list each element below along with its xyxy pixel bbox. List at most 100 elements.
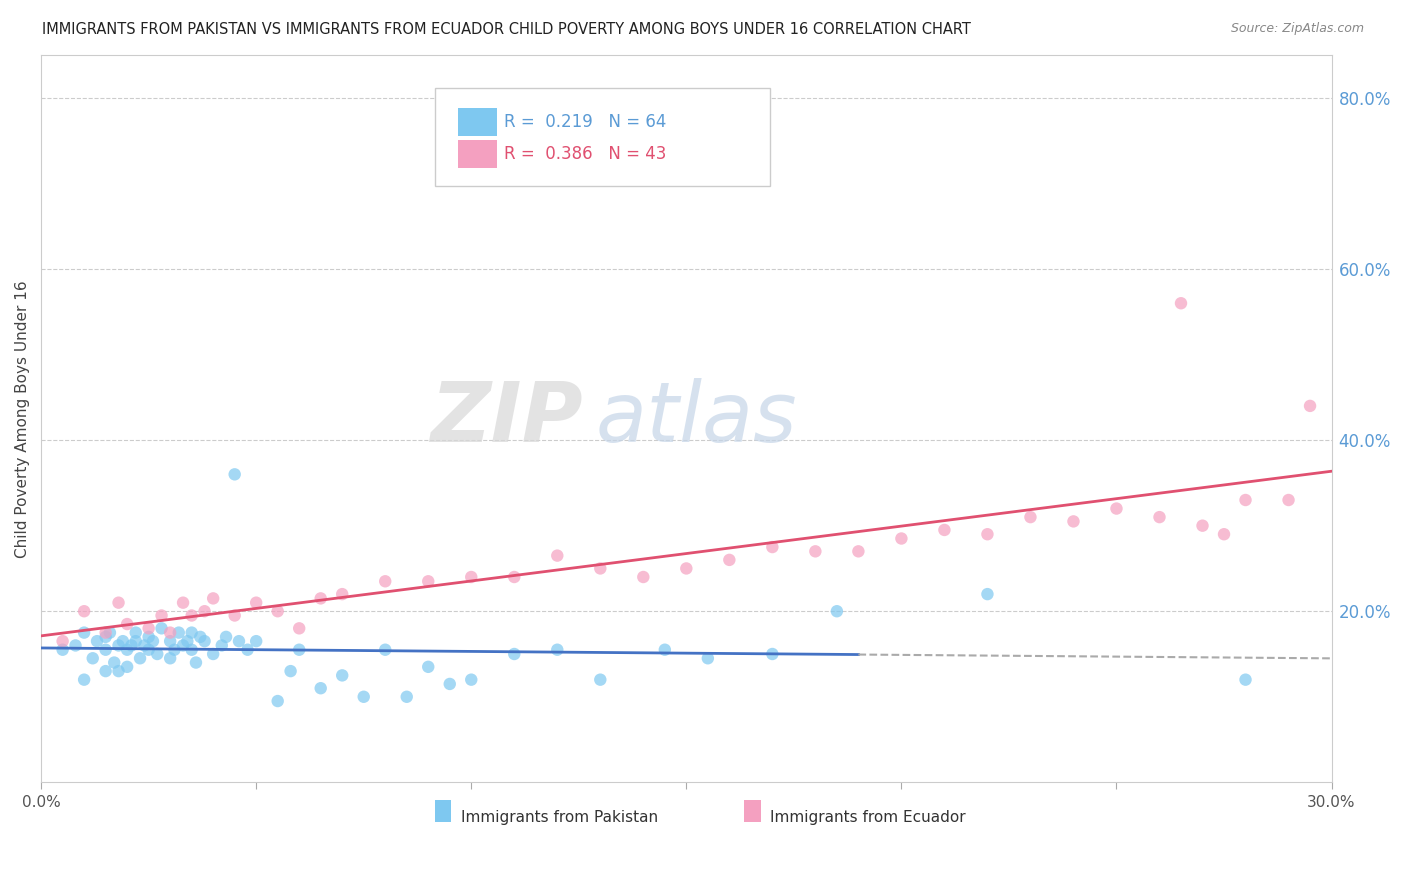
Y-axis label: Child Poverty Among Boys Under 16: Child Poverty Among Boys Under 16	[15, 280, 30, 558]
Point	[94, 642, 117, 657]
Point	[65, 639, 87, 653]
Point	[172, 596, 194, 610]
Point	[159, 651, 181, 665]
Point	[761, 647, 783, 661]
Point	[589, 673, 612, 687]
Point	[1191, 518, 1213, 533]
Point	[309, 681, 332, 696]
Point	[98, 625, 121, 640]
Text: R =  0.219   N = 64: R = 0.219 N = 64	[505, 113, 666, 131]
Point	[211, 639, 233, 653]
Point	[418, 660, 440, 674]
Point	[138, 642, 160, 657]
Point	[761, 540, 783, 554]
Point	[267, 694, 290, 708]
Point	[267, 604, 290, 618]
Point	[890, 532, 912, 546]
Text: Immigrants from Ecuador: Immigrants from Ecuador	[770, 811, 966, 825]
Point	[288, 621, 311, 635]
Text: Immigrants from Pakistan: Immigrants from Pakistan	[461, 811, 658, 825]
Point	[976, 587, 998, 601]
Point	[138, 630, 160, 644]
Text: atlas: atlas	[596, 378, 797, 459]
Point	[418, 574, 440, 589]
Point	[280, 664, 302, 678]
Point	[503, 570, 526, 584]
Point	[202, 647, 225, 661]
Point	[309, 591, 332, 606]
Point	[125, 634, 148, 648]
Point	[589, 561, 612, 575]
Point	[180, 625, 202, 640]
Point	[94, 630, 117, 644]
Point	[460, 673, 482, 687]
Point	[374, 574, 396, 589]
Point	[1234, 673, 1257, 687]
Point	[245, 596, 267, 610]
Point	[1105, 501, 1128, 516]
Point	[193, 634, 215, 648]
Point	[353, 690, 375, 704]
Point	[330, 587, 353, 601]
Point	[180, 642, 202, 657]
Point	[103, 656, 125, 670]
Point	[120, 639, 142, 653]
Point	[172, 639, 194, 653]
Point	[52, 642, 75, 657]
Point	[1019, 510, 1042, 524]
Bar	[434, 800, 451, 822]
Point	[236, 642, 259, 657]
Text: ZIP: ZIP	[430, 378, 583, 459]
Point	[395, 690, 418, 704]
Point	[202, 591, 225, 606]
Point	[180, 608, 202, 623]
Point	[138, 621, 160, 635]
Point	[193, 604, 215, 618]
Bar	[458, 140, 496, 168]
Point	[934, 523, 956, 537]
Point	[134, 639, 156, 653]
Point	[1299, 399, 1322, 413]
Point	[288, 642, 311, 657]
Point	[546, 549, 568, 563]
Point	[184, 656, 207, 670]
Point	[1170, 296, 1192, 310]
Point	[546, 642, 568, 657]
Point	[654, 642, 676, 657]
Point	[188, 630, 211, 644]
Point	[1062, 515, 1084, 529]
FancyBboxPatch shape	[434, 88, 770, 186]
Point	[374, 642, 396, 657]
Point	[159, 625, 181, 640]
Point	[86, 634, 108, 648]
Point	[94, 664, 117, 678]
Point	[125, 625, 148, 640]
Point	[107, 596, 129, 610]
Point	[146, 647, 169, 661]
Point	[94, 625, 117, 640]
Point	[1149, 510, 1171, 524]
Point	[150, 621, 173, 635]
Text: IMMIGRANTS FROM PAKISTAN VS IMMIGRANTS FROM ECUADOR CHILD POVERTY AMONG BOYS UND: IMMIGRANTS FROM PAKISTAN VS IMMIGRANTS F…	[42, 22, 972, 37]
Point	[167, 625, 190, 640]
Point	[159, 634, 181, 648]
Point	[330, 668, 353, 682]
Point	[107, 639, 129, 653]
Point	[1234, 493, 1257, 508]
Point	[107, 664, 129, 678]
Point	[224, 467, 246, 482]
Point	[150, 608, 173, 623]
Point	[633, 570, 655, 584]
Point	[129, 651, 152, 665]
Point	[804, 544, 827, 558]
Point	[82, 651, 104, 665]
Point	[163, 642, 186, 657]
Point	[976, 527, 998, 541]
Point	[115, 642, 138, 657]
Bar	[744, 800, 761, 822]
Point	[215, 630, 238, 644]
Point	[503, 647, 526, 661]
Point	[696, 651, 718, 665]
Point	[73, 625, 96, 640]
Point	[73, 604, 96, 618]
